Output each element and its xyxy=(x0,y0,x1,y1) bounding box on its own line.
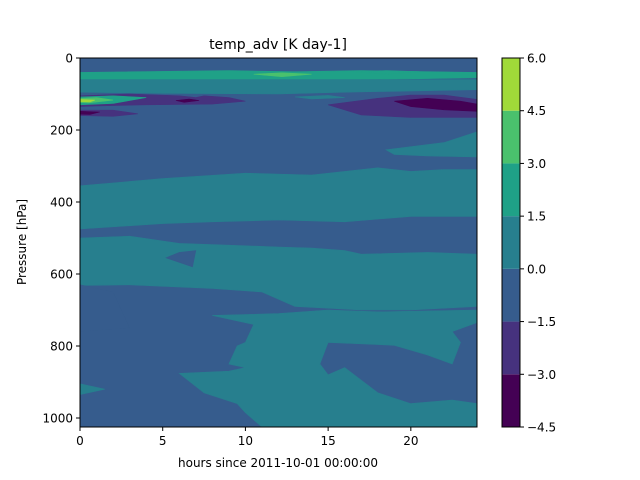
contour-region xyxy=(165,250,197,268)
y-tick-label: 800 xyxy=(50,340,73,354)
colorbar-swatch xyxy=(502,268,520,322)
contour-region xyxy=(80,99,96,103)
contour-region xyxy=(80,383,105,395)
colorbar-swatch xyxy=(502,321,520,375)
colorbar-swatch xyxy=(502,163,520,217)
x-tick-label: 10 xyxy=(238,434,253,448)
x-tick-label: 0 xyxy=(76,434,84,448)
y-tick-label: 400 xyxy=(50,196,73,210)
colorbar-tick-label: 0.0 xyxy=(527,262,546,276)
colorbar-tick-label: 6.0 xyxy=(527,52,546,66)
colorbar-tick-label: 4.5 xyxy=(527,104,546,118)
contour-regions xyxy=(80,70,477,427)
x-tick-label: 15 xyxy=(320,434,335,448)
colorbar-swatch xyxy=(502,374,520,427)
contour-region xyxy=(352,70,420,75)
contour-region xyxy=(175,98,200,103)
colorbar-swatch xyxy=(502,216,520,269)
x-tick-label: 20 xyxy=(403,434,418,448)
x-axis-ticks: 0 5 10 15 20 xyxy=(76,427,418,448)
colorbar-tick-label: −4.5 xyxy=(527,421,556,435)
contour-region xyxy=(253,72,312,78)
y-tick-label: 600 xyxy=(50,268,73,282)
y-tick-label: 0 xyxy=(65,52,73,66)
colorbar-swatch xyxy=(502,58,520,111)
colorbar-swatch xyxy=(502,110,520,164)
y-tick-label: 200 xyxy=(50,124,73,138)
colorbar-tick-label: −3.0 xyxy=(527,368,556,382)
contour-region xyxy=(385,131,477,158)
contour-region xyxy=(178,309,477,427)
colorbar-tick-label: 3.0 xyxy=(527,157,546,171)
plot-frame xyxy=(79,57,478,428)
chart-title: temp_adv [K day-1] xyxy=(209,37,347,53)
colorbar-frame xyxy=(501,57,521,428)
contour-region xyxy=(80,110,100,115)
contour-region xyxy=(394,97,477,112)
y-tick-label: 1000 xyxy=(42,412,73,426)
contour-region xyxy=(80,167,477,230)
colorbar: 6.0 4.5 3.0 1.5 0.0 −1.5 −3.0 −4.5 xyxy=(501,52,556,435)
colorbar-tick-label: −1.5 xyxy=(527,315,556,329)
plot-area xyxy=(79,57,478,428)
contour-region xyxy=(80,79,477,95)
y-axis-label: Pressure [hPa] xyxy=(15,199,29,285)
x-axis-label: hours since 2011-10-01 00:00:00 xyxy=(178,456,378,470)
x-tick-label: 5 xyxy=(159,434,167,448)
colorbar-tick-label: 1.5 xyxy=(527,210,546,224)
contour-region xyxy=(294,95,345,100)
y-axis-ticks: 0 200 400 600 800 1000 xyxy=(42,52,80,426)
contour-region xyxy=(80,284,131,332)
